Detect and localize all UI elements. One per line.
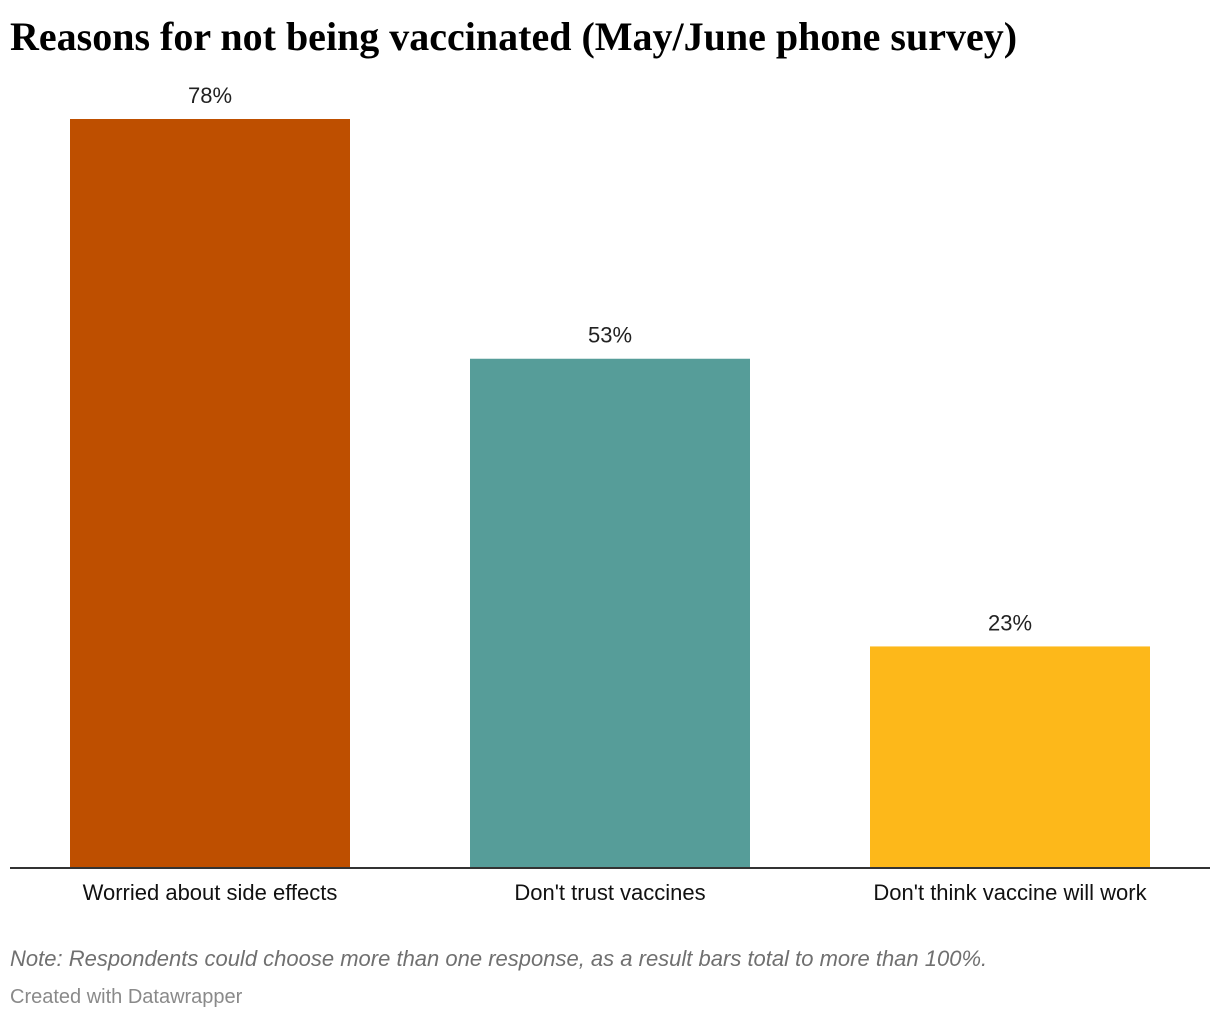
category-label-don-t-think-vaccine-will-work: Don't think vaccine will work: [873, 880, 1147, 905]
value-label-don-t-trust-vaccines: 53%: [588, 323, 632, 348]
chart-credit: Created with Datawrapper: [10, 986, 243, 1008]
value-label-worried-about-side-effects: 78%: [188, 83, 232, 108]
bar-worried-about-side-effects: [70, 119, 350, 867]
category-label-don-t-trust-vaccines: Don't trust vaccines: [514, 880, 705, 905]
value-label-don-t-think-vaccine-will-work: 23%: [988, 610, 1032, 635]
category-label-worried-about-side-effects: Worried about side effects: [83, 880, 338, 905]
chart-title: Reasons for not being vaccinated (May/Ju…: [10, 14, 1018, 59]
bars-layer: 78% Worried about side effects 53% Don't tr…: [70, 83, 1150, 905]
bar-don-t-think-vaccine-will-work: [870, 646, 1150, 867]
chart-note: Note: Respondents could choose more than…: [10, 946, 988, 971]
bar-don-t-trust-vaccines: [470, 358, 750, 867]
